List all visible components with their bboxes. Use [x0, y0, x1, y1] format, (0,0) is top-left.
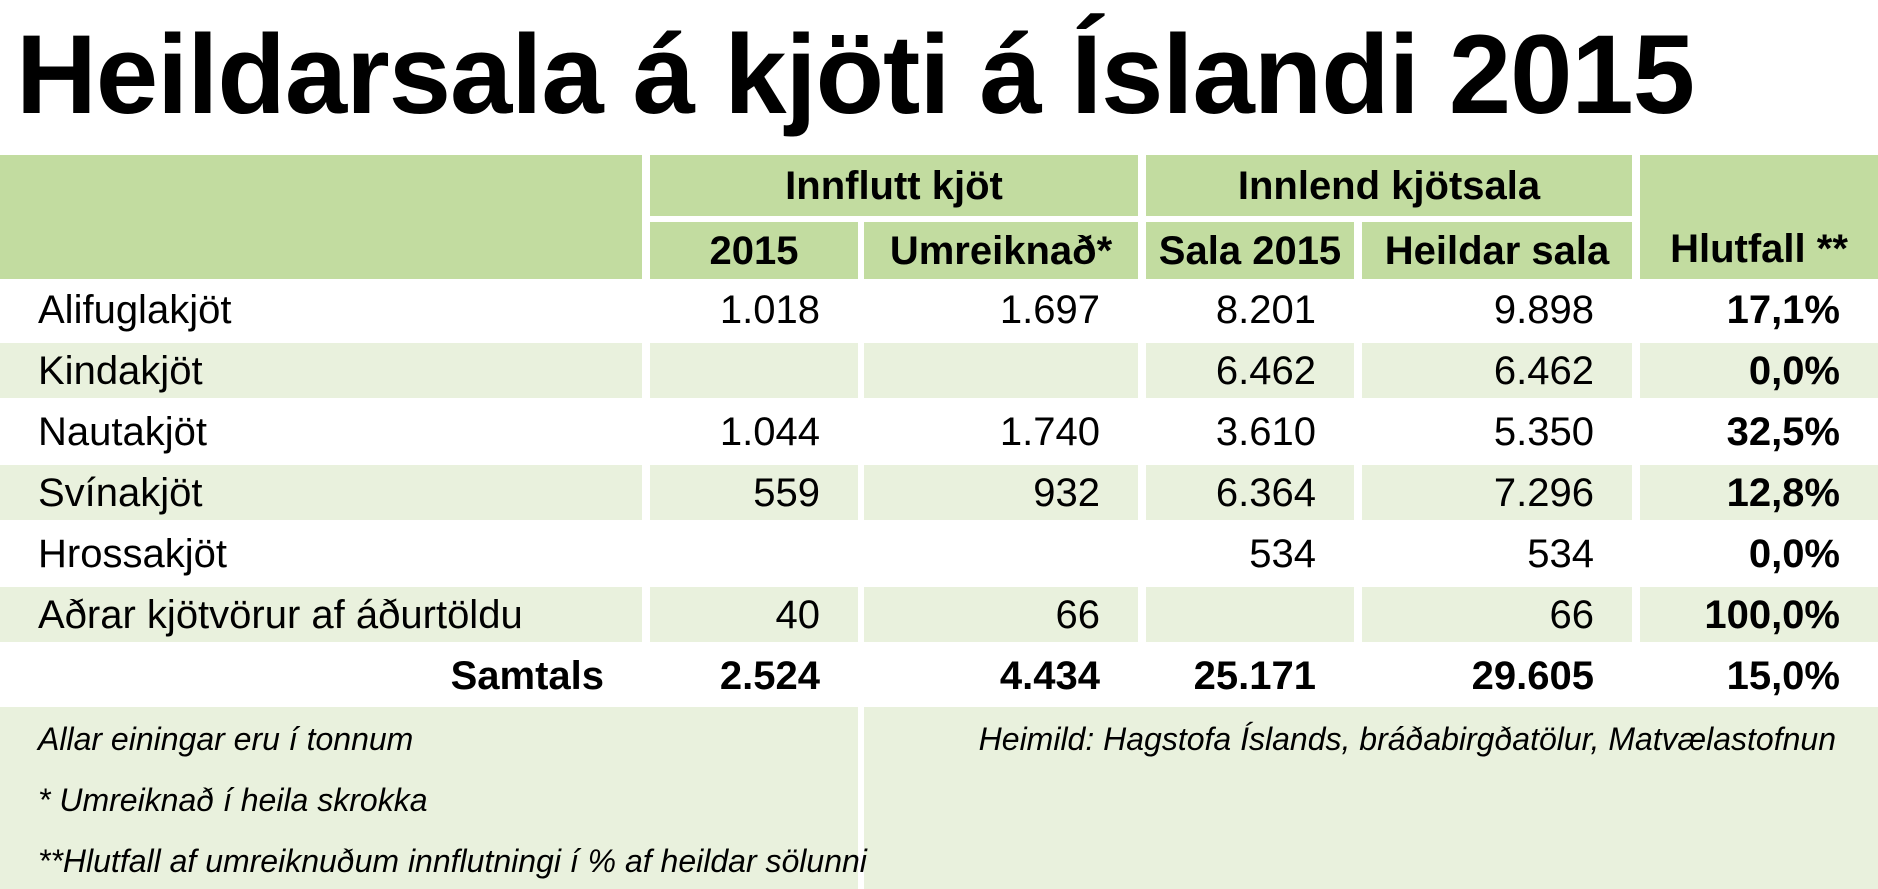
total-sales-cell: 5.350 [1362, 401, 1632, 462]
converted-cell [864, 523, 1138, 584]
source-note: Heimild: Hagstofa Íslands, bráðabirgðatö… [978, 721, 1836, 757]
totals-imported-2015-cell: 2.524 [650, 645, 858, 706]
totals-ratio-cell: 15,0% [1640, 645, 1878, 706]
notes-panel-left [0, 707, 858, 889]
totals-row-label: Samtals [0, 645, 642, 706]
converted-cell: 1.740 [864, 401, 1138, 462]
sales-2015-cell [1146, 587, 1354, 642]
header-col-2015: 2015 [650, 222, 858, 279]
totals-sales-2015-cell: 25.171 [1146, 645, 1354, 706]
row-label: Aðrar kjötvörur af áðurtöldu [0, 587, 642, 642]
imported-2015-cell [650, 343, 858, 398]
row-label: Kindakjöt [0, 343, 642, 398]
sales-2015-cell: 6.462 [1146, 343, 1354, 398]
total-sales-cell: 66 [1362, 587, 1632, 642]
sales-2015-cell: 534 [1146, 523, 1354, 584]
converted-cell: 66 [864, 587, 1138, 642]
header-col-ratio: Hlutfall ** [1640, 155, 1878, 279]
totals-converted-cell: 4.434 [864, 645, 1138, 706]
converted-cell [864, 343, 1138, 398]
ratio-cell: 17,1% [1640, 279, 1878, 340]
ratio-cell: 100,0% [1640, 587, 1878, 642]
total-sales-cell: 7.296 [1362, 465, 1632, 520]
header-col-sales-2015: Sala 2015 [1146, 222, 1354, 279]
footnote-ratio: **Hlutfall af umreiknuðum innflutningi í… [38, 843, 867, 879]
sales-2015-cell: 6.364 [1146, 465, 1354, 520]
ratio-cell: 0,0% [1640, 523, 1878, 584]
imported-2015-cell: 559 [650, 465, 858, 520]
imported-2015-cell: 40 [650, 587, 858, 642]
units-note: Allar einingar eru í tonnum [38, 721, 414, 757]
sales-2015-cell: 3.610 [1146, 401, 1354, 462]
row-label: Svínakjöt [0, 465, 642, 520]
ratio-cell: 32,5% [1640, 401, 1878, 462]
total-sales-cell: 6.462 [1362, 343, 1632, 398]
converted-cell: 932 [864, 465, 1138, 520]
notes-panel-right [864, 707, 1878, 889]
row-label: Alifuglakjöt [0, 279, 642, 340]
total-sales-cell: 534 [1362, 523, 1632, 584]
sales-2015-cell: 8.201 [1146, 279, 1354, 340]
converted-cell: 1.697 [864, 279, 1138, 340]
header-col-total-sales: Heildar sala [1362, 222, 1632, 279]
header-group-imported: Innflutt kjöt [650, 155, 1138, 216]
ratio-cell: 12,8% [1640, 465, 1878, 520]
page-title: Heildarsala á kjöti á Íslandi 2015 [16, 12, 1695, 137]
header-label-corner [0, 155, 642, 279]
footnote-converted: * Umreiknað í heila skrokka [38, 782, 428, 818]
header-group-domestic: Innlend kjötsala [1146, 155, 1632, 216]
ratio-cell: 0,0% [1640, 343, 1878, 398]
imported-2015-cell: 1.044 [650, 401, 858, 462]
header-col-converted: Umreiknað* [864, 222, 1138, 279]
imported-2015-cell [650, 523, 858, 584]
totals-total-sales-cell: 29.605 [1362, 645, 1632, 706]
total-sales-cell: 9.898 [1362, 279, 1632, 340]
row-label: Nautakjöt [0, 401, 642, 462]
imported-2015-cell: 1.018 [650, 279, 858, 340]
row-label: Hrossakjöt [0, 523, 642, 584]
